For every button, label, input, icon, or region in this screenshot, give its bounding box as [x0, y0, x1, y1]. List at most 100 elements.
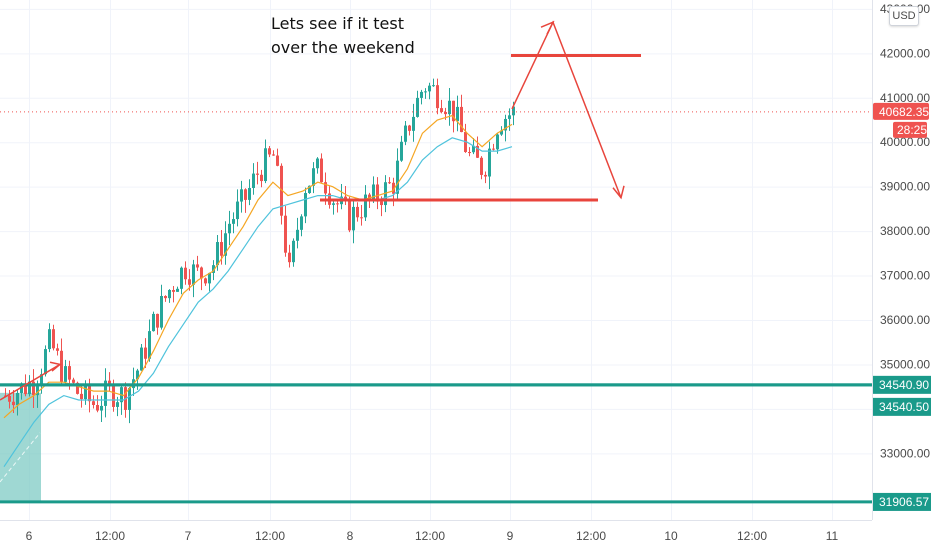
ma-slow-line	[3, 137, 513, 468]
candle-body	[116, 402, 119, 407]
y-tick-label: 41000.00	[880, 91, 930, 105]
candle-body	[12, 401, 15, 406]
candle-body	[204, 278, 207, 284]
x-tick-label: 12:00	[576, 529, 606, 543]
candle-body	[20, 383, 23, 393]
candle-body	[476, 145, 479, 158]
projection-arrows	[0, 20, 625, 401]
candle-body	[224, 233, 227, 256]
candle-body	[272, 154, 275, 156]
candle-body	[100, 405, 103, 411]
candle-body	[412, 116, 415, 131]
candle-body	[8, 395, 11, 402]
time-axis[interactable]: 6 12:00 7 12:00 8 12:00 9 12:00 10 12:00 11	[26, 529, 839, 543]
candle-body	[308, 185, 311, 194]
x-tick-label: 9	[507, 529, 514, 543]
candle-body	[436, 85, 439, 109]
level-label: 34540.50	[879, 400, 929, 414]
candle-body	[492, 148, 495, 150]
candle-body	[352, 206, 355, 231]
candle-body	[164, 295, 167, 299]
y-tick-label: 33000.00	[880, 446, 930, 460]
candle-body	[160, 295, 163, 328]
candle-body	[212, 265, 215, 273]
candle-body	[432, 85, 435, 87]
candle-body	[48, 329, 51, 350]
candle-body	[172, 289, 175, 292]
candle-body	[300, 216, 303, 230]
candle-body	[336, 203, 339, 205]
candle-body	[368, 194, 371, 199]
candle-body	[320, 158, 323, 183]
candle-body	[392, 182, 395, 194]
candle-body	[396, 160, 399, 194]
candle-body	[364, 194, 367, 218]
support-levels	[0, 383, 872, 504]
candle-body	[428, 85, 431, 92]
y-tick-label: 40000.00	[880, 135, 930, 149]
candle-body	[344, 196, 347, 200]
candle-body	[72, 379, 75, 383]
x-tick-label: 10	[664, 529, 678, 543]
level-labels: 34540.90 34540.50 31906.57	[873, 375, 931, 511]
candle-body	[36, 386, 39, 396]
candle-body	[448, 100, 451, 115]
candle-body	[480, 157, 483, 175]
candle-body	[52, 329, 55, 349]
x-tick-label: 8	[347, 529, 354, 543]
candle-body	[220, 242, 223, 256]
candle-body	[444, 111, 447, 115]
candle-body	[356, 206, 359, 218]
candle-body	[372, 184, 375, 199]
candle-body	[244, 189, 247, 200]
candle-body	[76, 382, 79, 394]
currency-button[interactable]: USD	[889, 6, 919, 26]
candle-body	[280, 165, 283, 216]
y-tick-label: 39000.00	[880, 180, 930, 194]
candle-body	[136, 370, 139, 380]
candle-body	[68, 366, 71, 380]
candle-body	[184, 267, 187, 280]
candle-body	[360, 217, 363, 219]
early-arrowhead	[49, 361, 62, 372]
candle-body	[404, 125, 407, 142]
candle-body	[388, 182, 391, 184]
candle-body	[296, 229, 299, 241]
current-price-badge: 40682.35 28:25	[873, 102, 929, 138]
candle-body	[252, 173, 255, 189]
candle-body	[420, 91, 423, 98]
x-tick-label: 12:00	[415, 529, 445, 543]
candle-body	[400, 141, 403, 161]
candle-body	[288, 252, 291, 263]
candle-body	[112, 383, 115, 407]
candle-body	[40, 374, 43, 387]
candle-body	[148, 331, 151, 359]
candle-body	[512, 106, 515, 116]
x-tick-label: 12:00	[95, 529, 125, 543]
candle-body	[312, 168, 315, 186]
candle-body	[256, 173, 259, 175]
candle-body	[168, 289, 171, 299]
candle-body	[424, 91, 427, 93]
level-badge	[873, 492, 931, 511]
candle-body	[264, 148, 267, 182]
y-tick-label: 36000.00	[880, 313, 930, 327]
zone-dash	[0, 432, 41, 483]
grid	[0, 0, 872, 520]
zone-dashes	[0, 432, 41, 483]
candle-body	[276, 155, 279, 166]
candle-body	[96, 404, 99, 411]
candle-body	[496, 134, 499, 150]
level-label: 34540.90	[879, 378, 929, 392]
candle-body	[468, 152, 471, 154]
candle-body	[104, 380, 107, 406]
candle-body	[484, 174, 487, 177]
candle-body	[192, 264, 195, 285]
drawn-lines	[320, 54, 641, 202]
candle-body	[80, 393, 83, 400]
candle-body	[200, 267, 203, 279]
candle-body	[176, 288, 179, 292]
candle-body	[376, 184, 379, 202]
candle-body	[236, 201, 239, 220]
